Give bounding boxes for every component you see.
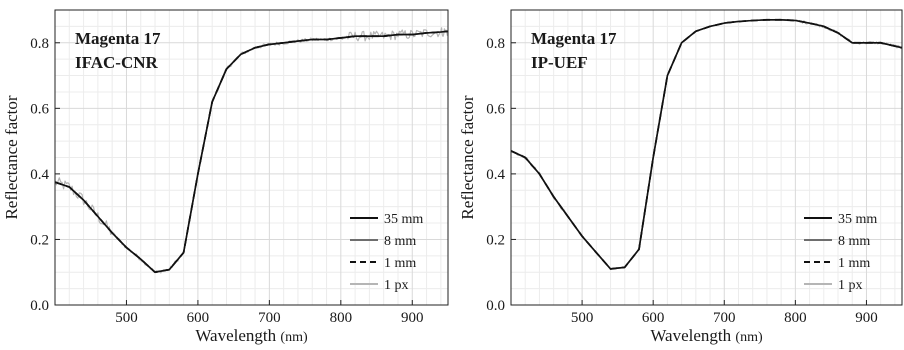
legend-label: 1 mm <box>838 256 870 271</box>
legend-label: 1 px <box>384 278 409 293</box>
series-layer <box>54 27 449 274</box>
legend-item: 8 mm <box>804 234 870 249</box>
legend: 35 mm 8 mm 1 mm 1 px <box>804 212 877 293</box>
x-tick-labels: 500 600 700 800 900 <box>115 310 423 326</box>
legend-item: 1 px <box>350 278 409 293</box>
chart-panel-left: 500 600 700 800 900 0.0 0.2 0.4 0.6 0.8 Waveleng… <box>2 9 449 345</box>
x-axis-label: Wavelength <box>195 326 276 345</box>
y-axis-title: Reflectance factor <box>458 95 477 219</box>
y-tick-label: 0.0 <box>486 298 505 314</box>
tick-marks <box>511 42 867 306</box>
x-tick-label: 600 <box>187 310 210 326</box>
y-tick-labels: 0.0 0.2 0.4 0.6 0.8 <box>486 36 505 314</box>
x-tick-label: 900 <box>401 310 424 326</box>
legend-item: 1 mm <box>350 256 416 271</box>
panel-label-lab: IP-UEF <box>531 53 588 72</box>
minor-gridlines <box>510 9 902 305</box>
legend-item: 1 mm <box>804 256 870 271</box>
x-tick-labels: 500 600 700 800 900 <box>571 310 878 326</box>
x-tick-label: 800 <box>330 310 353 326</box>
x-tick-label: 900 <box>855 310 878 326</box>
legend-label: 8 mm <box>384 234 416 249</box>
y-tick-label: 0.6 <box>30 101 49 117</box>
chart-panel-right: 500 600 700 800 900 0.0 0.2 0.4 0.6 0.8 Waveleng… <box>458 9 903 345</box>
x-axis-unit: (nm) <box>280 330 308 345</box>
y-tick-label: 0.4 <box>486 167 505 183</box>
legend-item: 35 mm <box>804 212 877 227</box>
panel-label-sample: Magenta 17 <box>75 29 161 48</box>
legend-label: 35 mm <box>838 212 877 227</box>
legend: 35 mm 8 mm 1 mm 1 px <box>350 212 423 293</box>
x-tick-label: 700 <box>258 310 281 326</box>
legend-label: 1 px <box>838 278 863 293</box>
minor-gridlines <box>54 9 448 305</box>
x-tick-label: 700 <box>713 310 736 326</box>
x-tick-label: 500 <box>571 310 594 326</box>
y-tick-label: 0.2 <box>30 232 49 248</box>
legend-item: 8 mm <box>350 234 416 249</box>
x-axis-title: Wavelength (nm) <box>650 326 763 345</box>
y-tick-label: 0.6 <box>486 101 505 117</box>
plot-frame <box>510 9 903 306</box>
y-tick-label: 0.4 <box>30 167 49 183</box>
series-line-1-mm <box>510 18 903 270</box>
y-tick-label: 0.8 <box>30 36 49 52</box>
panel-label-sample: Magenta 17 <box>531 29 617 48</box>
x-axis-unit: (nm) <box>735 330 763 345</box>
panel-label-lab: IFAC-CNR <box>75 53 159 72</box>
x-tick-label: 800 <box>784 310 807 326</box>
plot-frame <box>54 9 449 306</box>
legend-item: 35 mm <box>350 212 423 227</box>
series-layer <box>510 18 903 270</box>
x-tick-label: 600 <box>642 310 665 326</box>
legend-label: 1 mm <box>384 256 416 271</box>
legend-label: 8 mm <box>838 234 870 249</box>
y-tick-label: 0.8 <box>486 36 505 52</box>
x-axis-label: Wavelength <box>650 326 731 345</box>
tick-marks <box>55 42 413 306</box>
legend-label: 35 mm <box>384 212 423 227</box>
y-tick-labels: 0.0 0.2 0.4 0.6 0.8 <box>30 36 49 314</box>
series-line-1-mm <box>54 30 449 274</box>
x-tick-label: 500 <box>115 310 138 326</box>
y-tick-label: 0.2 <box>486 232 505 248</box>
y-tick-label: 0.0 <box>30 298 49 314</box>
y-axis-title: Reflectance factor <box>2 95 21 219</box>
x-axis-title: Wavelength (nm) <box>195 326 308 345</box>
legend-item: 1 px <box>804 278 863 293</box>
